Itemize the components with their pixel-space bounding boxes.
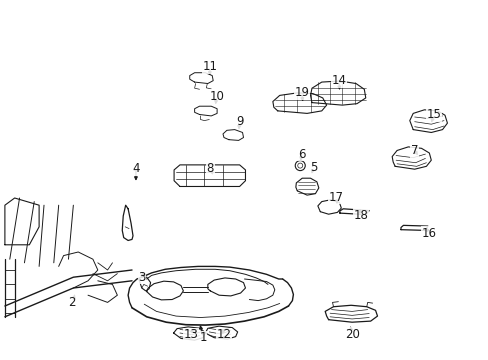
Text: 3: 3 [138,271,145,284]
Text: 8: 8 [206,162,214,175]
Text: 19: 19 [294,86,308,99]
Text: 10: 10 [209,90,224,103]
Text: 7: 7 [410,144,418,157]
Text: 17: 17 [328,191,343,204]
Text: 4: 4 [132,162,140,175]
Text: 14: 14 [331,75,346,87]
Text: 9: 9 [235,115,243,128]
Text: 18: 18 [353,209,367,222]
Text: 11: 11 [203,60,217,73]
Text: 16: 16 [421,227,436,240]
Text: 12: 12 [216,328,231,341]
Text: 15: 15 [426,108,441,121]
Text: 6: 6 [297,148,305,161]
Text: 2: 2 [68,296,76,309]
Text: 13: 13 [183,328,198,341]
Text: 1: 1 [199,331,206,344]
Text: 20: 20 [344,328,359,341]
Text: 5: 5 [309,161,317,174]
